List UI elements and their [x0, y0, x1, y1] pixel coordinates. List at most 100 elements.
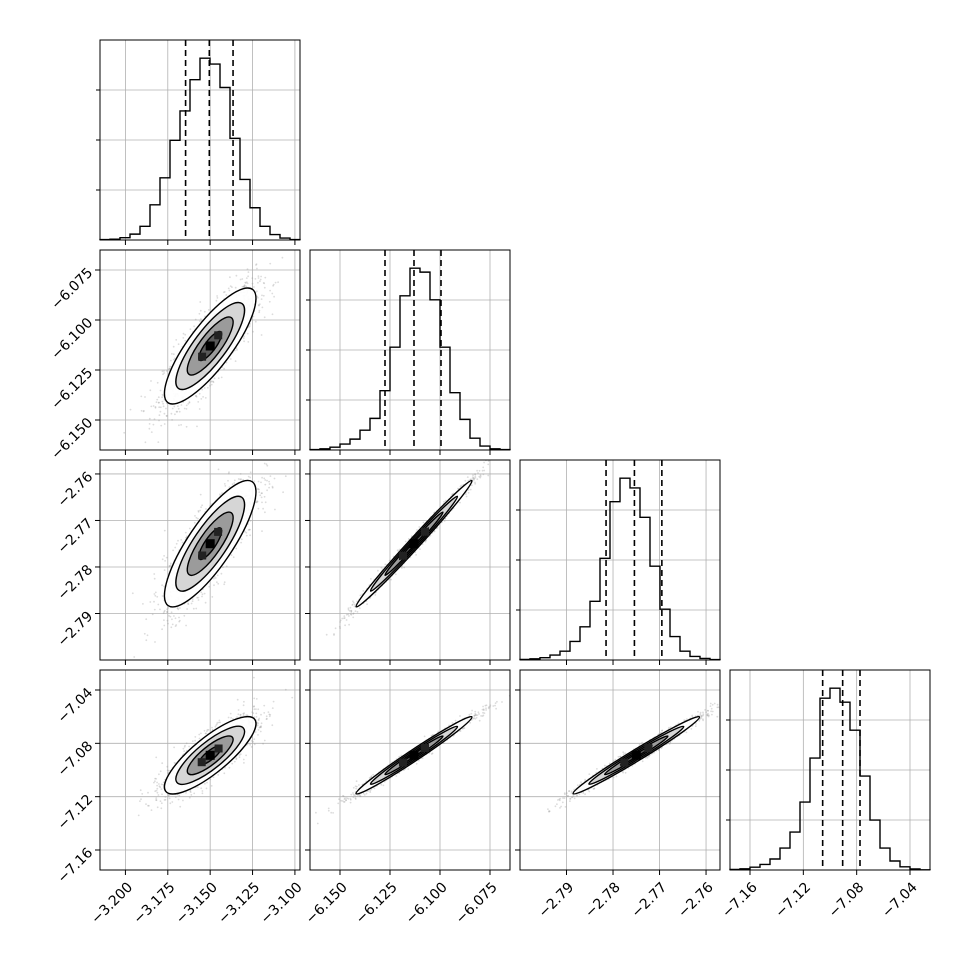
sample-point [216, 297, 219, 299]
sample-point [203, 387, 206, 389]
sample-point [258, 491, 261, 493]
sample-point [388, 559, 391, 562]
sample-point [258, 311, 261, 314]
sample-point [159, 389, 162, 392]
sample-point [199, 493, 202, 496]
sample-point [210, 381, 212, 383]
sample-point [170, 611, 173, 614]
sample-point [263, 282, 266, 285]
sample-point [271, 485, 274, 488]
sample-point [351, 603, 354, 606]
sample-point [159, 410, 162, 413]
sample-point [351, 604, 354, 606]
sample-point [168, 368, 170, 371]
sample-point [178, 619, 181, 622]
sample-point [195, 395, 198, 398]
sample-point [263, 316, 266, 319]
sample-point [184, 531, 187, 534]
sample-point [350, 611, 353, 613]
sample-point [247, 475, 250, 478]
sample-point [197, 510, 200, 512]
sample-point [256, 290, 258, 293]
sample-point [200, 506, 203, 509]
sample-point [170, 412, 173, 415]
sample-point [187, 603, 190, 605]
sample-point [240, 541, 243, 544]
sample-point [479, 474, 482, 476]
sample-point [207, 309, 210, 311]
sample-point [193, 325, 196, 328]
sample-point [185, 408, 188, 410]
sample-point [163, 569, 166, 571]
sample-point [236, 349, 238, 351]
sample-point [161, 370, 164, 373]
sample-point [223, 483, 226, 485]
sample-point [433, 530, 436, 533]
sample-point [258, 304, 260, 307]
sample-point [154, 594, 157, 597]
sample-point [193, 521, 196, 524]
sample-point [212, 380, 215, 383]
sample-point [352, 600, 354, 603]
sample-point [129, 408, 132, 411]
sample-point [197, 517, 199, 520]
sample-point [201, 595, 203, 598]
sample-point [482, 473, 485, 476]
density-3-0 [137, 676, 294, 817]
sample-point [169, 564, 172, 566]
sample-point [466, 476, 469, 478]
sample-point [487, 474, 490, 477]
sample-point [163, 423, 166, 425]
sample-point [390, 578, 392, 581]
sample-point [163, 609, 166, 612]
sample-point [277, 281, 279, 284]
sample-point [153, 577, 156, 580]
sample-point [163, 370, 165, 372]
sample-point [398, 548, 401, 551]
sample-point [469, 488, 472, 491]
sample-point [203, 310, 206, 313]
density-peak [409, 539, 419, 549]
sample-point [356, 611, 359, 613]
sample-point [262, 282, 265, 284]
sample-point [171, 407, 174, 410]
sample-point [264, 479, 267, 481]
density-1-0 [123, 256, 284, 444]
sample-point [254, 278, 257, 280]
sample-point [271, 292, 274, 295]
sample-point [222, 566, 224, 569]
sample-point [165, 414, 168, 417]
sample-point [216, 721, 219, 724]
sample-point [168, 367, 171, 370]
sample-point [248, 325, 251, 327]
sample-point [194, 515, 196, 517]
sample-point [407, 538, 410, 540]
sample-point [248, 528, 251, 531]
sample-point [196, 596, 199, 599]
sample-point [229, 276, 231, 279]
sample-point [260, 481, 262, 484]
sample-point [213, 577, 215, 580]
sample-point [234, 360, 237, 362]
sample-point [202, 396, 205, 398]
sample-point [166, 610, 169, 613]
sample-point [247, 529, 250, 531]
sample-point [245, 281, 248, 283]
sample-point [140, 395, 143, 398]
sample-point [161, 584, 164, 587]
sample-point [189, 328, 192, 331]
sample-point [164, 560, 167, 562]
sample-point [162, 373, 164, 376]
sample-point [231, 286, 233, 288]
sample-point [245, 534, 248, 537]
sample-point [150, 380, 152, 382]
sample-point [471, 476, 474, 478]
sample-point [131, 592, 134, 595]
sample-point [153, 608, 156, 611]
sample-point [255, 501, 257, 504]
sample-point [237, 478, 240, 480]
panel-frame [99, 459, 301, 661]
sample-point [178, 616, 180, 619]
sample-point [153, 418, 156, 420]
sample-point [146, 634, 149, 637]
